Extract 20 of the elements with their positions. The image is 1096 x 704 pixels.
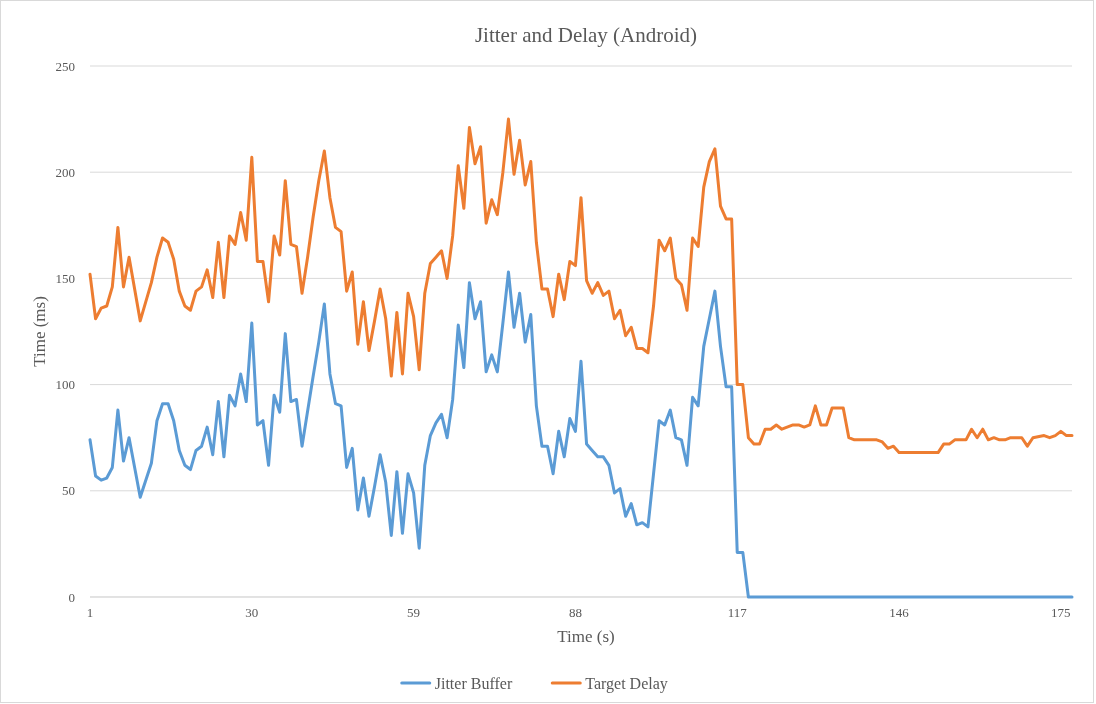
x-tick-label: 59 (407, 605, 421, 620)
x-tick-label: 117 (727, 605, 748, 620)
line-series (88, 117, 1074, 455)
line-series (88, 270, 1074, 599)
x-tick-label: 1 (86, 605, 94, 620)
chart-title: Jitter and Delay (Android) (474, 23, 698, 47)
legend-label: Jitter Buffer (434, 674, 513, 692)
y-tick-label: 0 (68, 589, 75, 605)
y-tick-label: 250 (55, 58, 75, 74)
y-tick-label: 150 (55, 270, 75, 286)
legend-label: Target Delay (585, 674, 668, 693)
x-tick-label: 146 (889, 605, 910, 620)
x-tick-label: 88 (568, 605, 582, 620)
x-axis-title: Time (s) (557, 627, 615, 646)
x-tick-label: 30 (245, 605, 259, 620)
y-tick-label: 50 (62, 483, 75, 499)
x-tick-label: 175 (1051, 605, 1071, 620)
y-tick-label: 200 (55, 164, 75, 180)
y-tick-label: 100 (55, 377, 75, 393)
y-axis-title: Time (ms) (30, 296, 49, 367)
